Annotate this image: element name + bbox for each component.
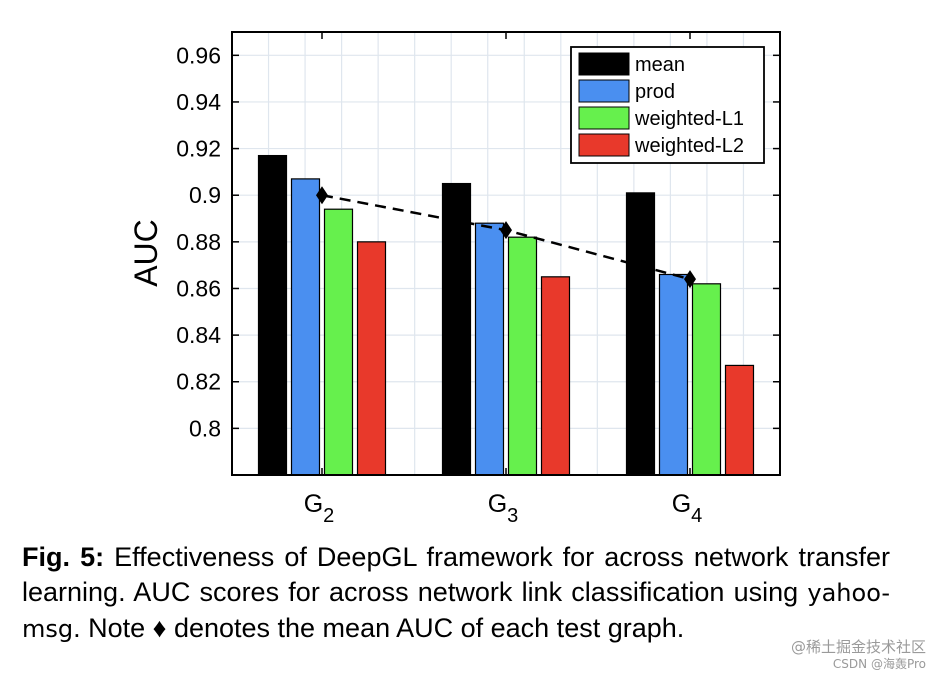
watermark-juejin: @稀土掘金技术社区 [790, 638, 926, 656]
x-tick-label: G4 [672, 490, 703, 527]
y-axis-ticks: 0.8 0.82 0.84 0.86 0.88 0.9 0.92 0.94 0.96 [176, 42, 780, 441]
bar-weighted-L1 [507, 236, 538, 476]
x-tick-label: G2 [304, 490, 335, 527]
caption-note: . Note ♦ denotes the mean AUC of each te… [73, 613, 685, 643]
x-axis-ticks: G2 G3 G4 [304, 32, 703, 527]
legend-swatch-mean [578, 52, 630, 76]
bar-prod [658, 273, 689, 476]
bar-prod [474, 222, 505, 476]
y-tick-label: 0.86 [176, 275, 221, 301]
bar-prod [290, 178, 321, 476]
y-tick-label: 0.94 [176, 89, 221, 115]
y-tick-label: 0.82 [176, 369, 221, 395]
legend-label-mean: mean [635, 54, 685, 76]
bar-weighted-L1 [323, 208, 354, 476]
mean-markers [316, 186, 696, 289]
mean-diamond-marker [316, 186, 328, 205]
auc-bar-chart: 0.80.820.840.860.880.90.920.940.96 G2 G3 G… [128, 31, 781, 527]
mean-diamond-marker [684, 270, 696, 289]
bar-mean [257, 154, 288, 476]
figure-caption: Fig. 5: Effectiveness of DeepGL framewor… [22, 540, 890, 647]
y-tick-label: 0.84 [176, 322, 221, 348]
bar-weighted-L2 [724, 364, 755, 476]
y-tick-label: 0.8 [189, 415, 221, 441]
x-tick-label: G3 [488, 490, 519, 527]
bar-weighted-L1 [691, 283, 722, 476]
legend: mean prod weighted-L1 weighted-L2 [570, 46, 765, 164]
bar-weighted-L2 [356, 241, 387, 476]
bar-weighted-L2 [540, 276, 571, 476]
caption-label: Fig. 5: [22, 542, 105, 572]
y-axis-label: AUC [128, 219, 164, 287]
legend-swatch-weighted-L2 [578, 133, 630, 157]
legend-label-weighted-L2: weighted-L2 [634, 135, 744, 157]
legend-swatch-prod [578, 79, 630, 103]
bar-mean [441, 182, 472, 476]
watermark-csdn: CSDN @海轰Pro [832, 657, 926, 671]
caption-text: Effectiveness of DeepGL framework for ac… [22, 542, 890, 607]
y-tick-label: 0.88 [176, 229, 221, 255]
legend-label-weighted-L1: weighted-L1 [634, 108, 744, 130]
caption-dataset: yahoo-msg [22, 579, 890, 643]
y-tick-label: 0.92 [176, 136, 221, 162]
bar-mean [625, 192, 656, 476]
y-tick-label: 0.9 [189, 182, 221, 208]
mean-diamond-marker [500, 221, 512, 240]
legend-swatch-weighted-L1 [578, 106, 630, 130]
legend-label-prod: prod [635, 81, 675, 103]
y-tick-label: 0.96 [176, 42, 221, 68]
